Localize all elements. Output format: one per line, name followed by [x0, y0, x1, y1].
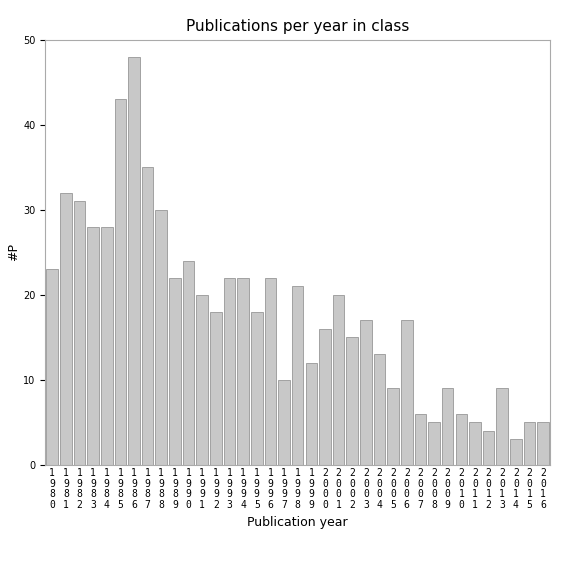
Title: Publications per year in class: Publications per year in class: [186, 19, 409, 35]
Bar: [183, 261, 194, 465]
Bar: [538, 422, 549, 465]
Bar: [469, 422, 481, 465]
Y-axis label: #P: #P: [7, 243, 20, 261]
Bar: [346, 337, 358, 465]
Bar: [60, 193, 71, 465]
X-axis label: Publication year: Publication year: [247, 515, 348, 528]
Bar: [101, 227, 112, 465]
Bar: [483, 431, 494, 465]
Bar: [87, 227, 99, 465]
Bar: [524, 422, 535, 465]
Bar: [142, 167, 154, 465]
Bar: [292, 286, 303, 465]
Bar: [387, 388, 399, 465]
Bar: [428, 422, 440, 465]
Bar: [278, 380, 290, 465]
Bar: [333, 295, 344, 465]
Bar: [169, 278, 181, 465]
Bar: [74, 201, 85, 465]
Bar: [374, 354, 386, 465]
Bar: [360, 320, 371, 465]
Bar: [401, 320, 413, 465]
Bar: [224, 278, 235, 465]
Bar: [115, 99, 126, 465]
Bar: [251, 312, 263, 465]
Bar: [510, 439, 522, 465]
Bar: [196, 295, 208, 465]
Bar: [455, 414, 467, 465]
Bar: [210, 312, 222, 465]
Bar: [442, 388, 454, 465]
Bar: [497, 388, 508, 465]
Bar: [414, 414, 426, 465]
Bar: [306, 363, 317, 465]
Bar: [238, 278, 249, 465]
Bar: [46, 269, 58, 465]
Bar: [319, 329, 331, 465]
Bar: [128, 57, 140, 465]
Bar: [265, 278, 276, 465]
Bar: [155, 210, 167, 465]
